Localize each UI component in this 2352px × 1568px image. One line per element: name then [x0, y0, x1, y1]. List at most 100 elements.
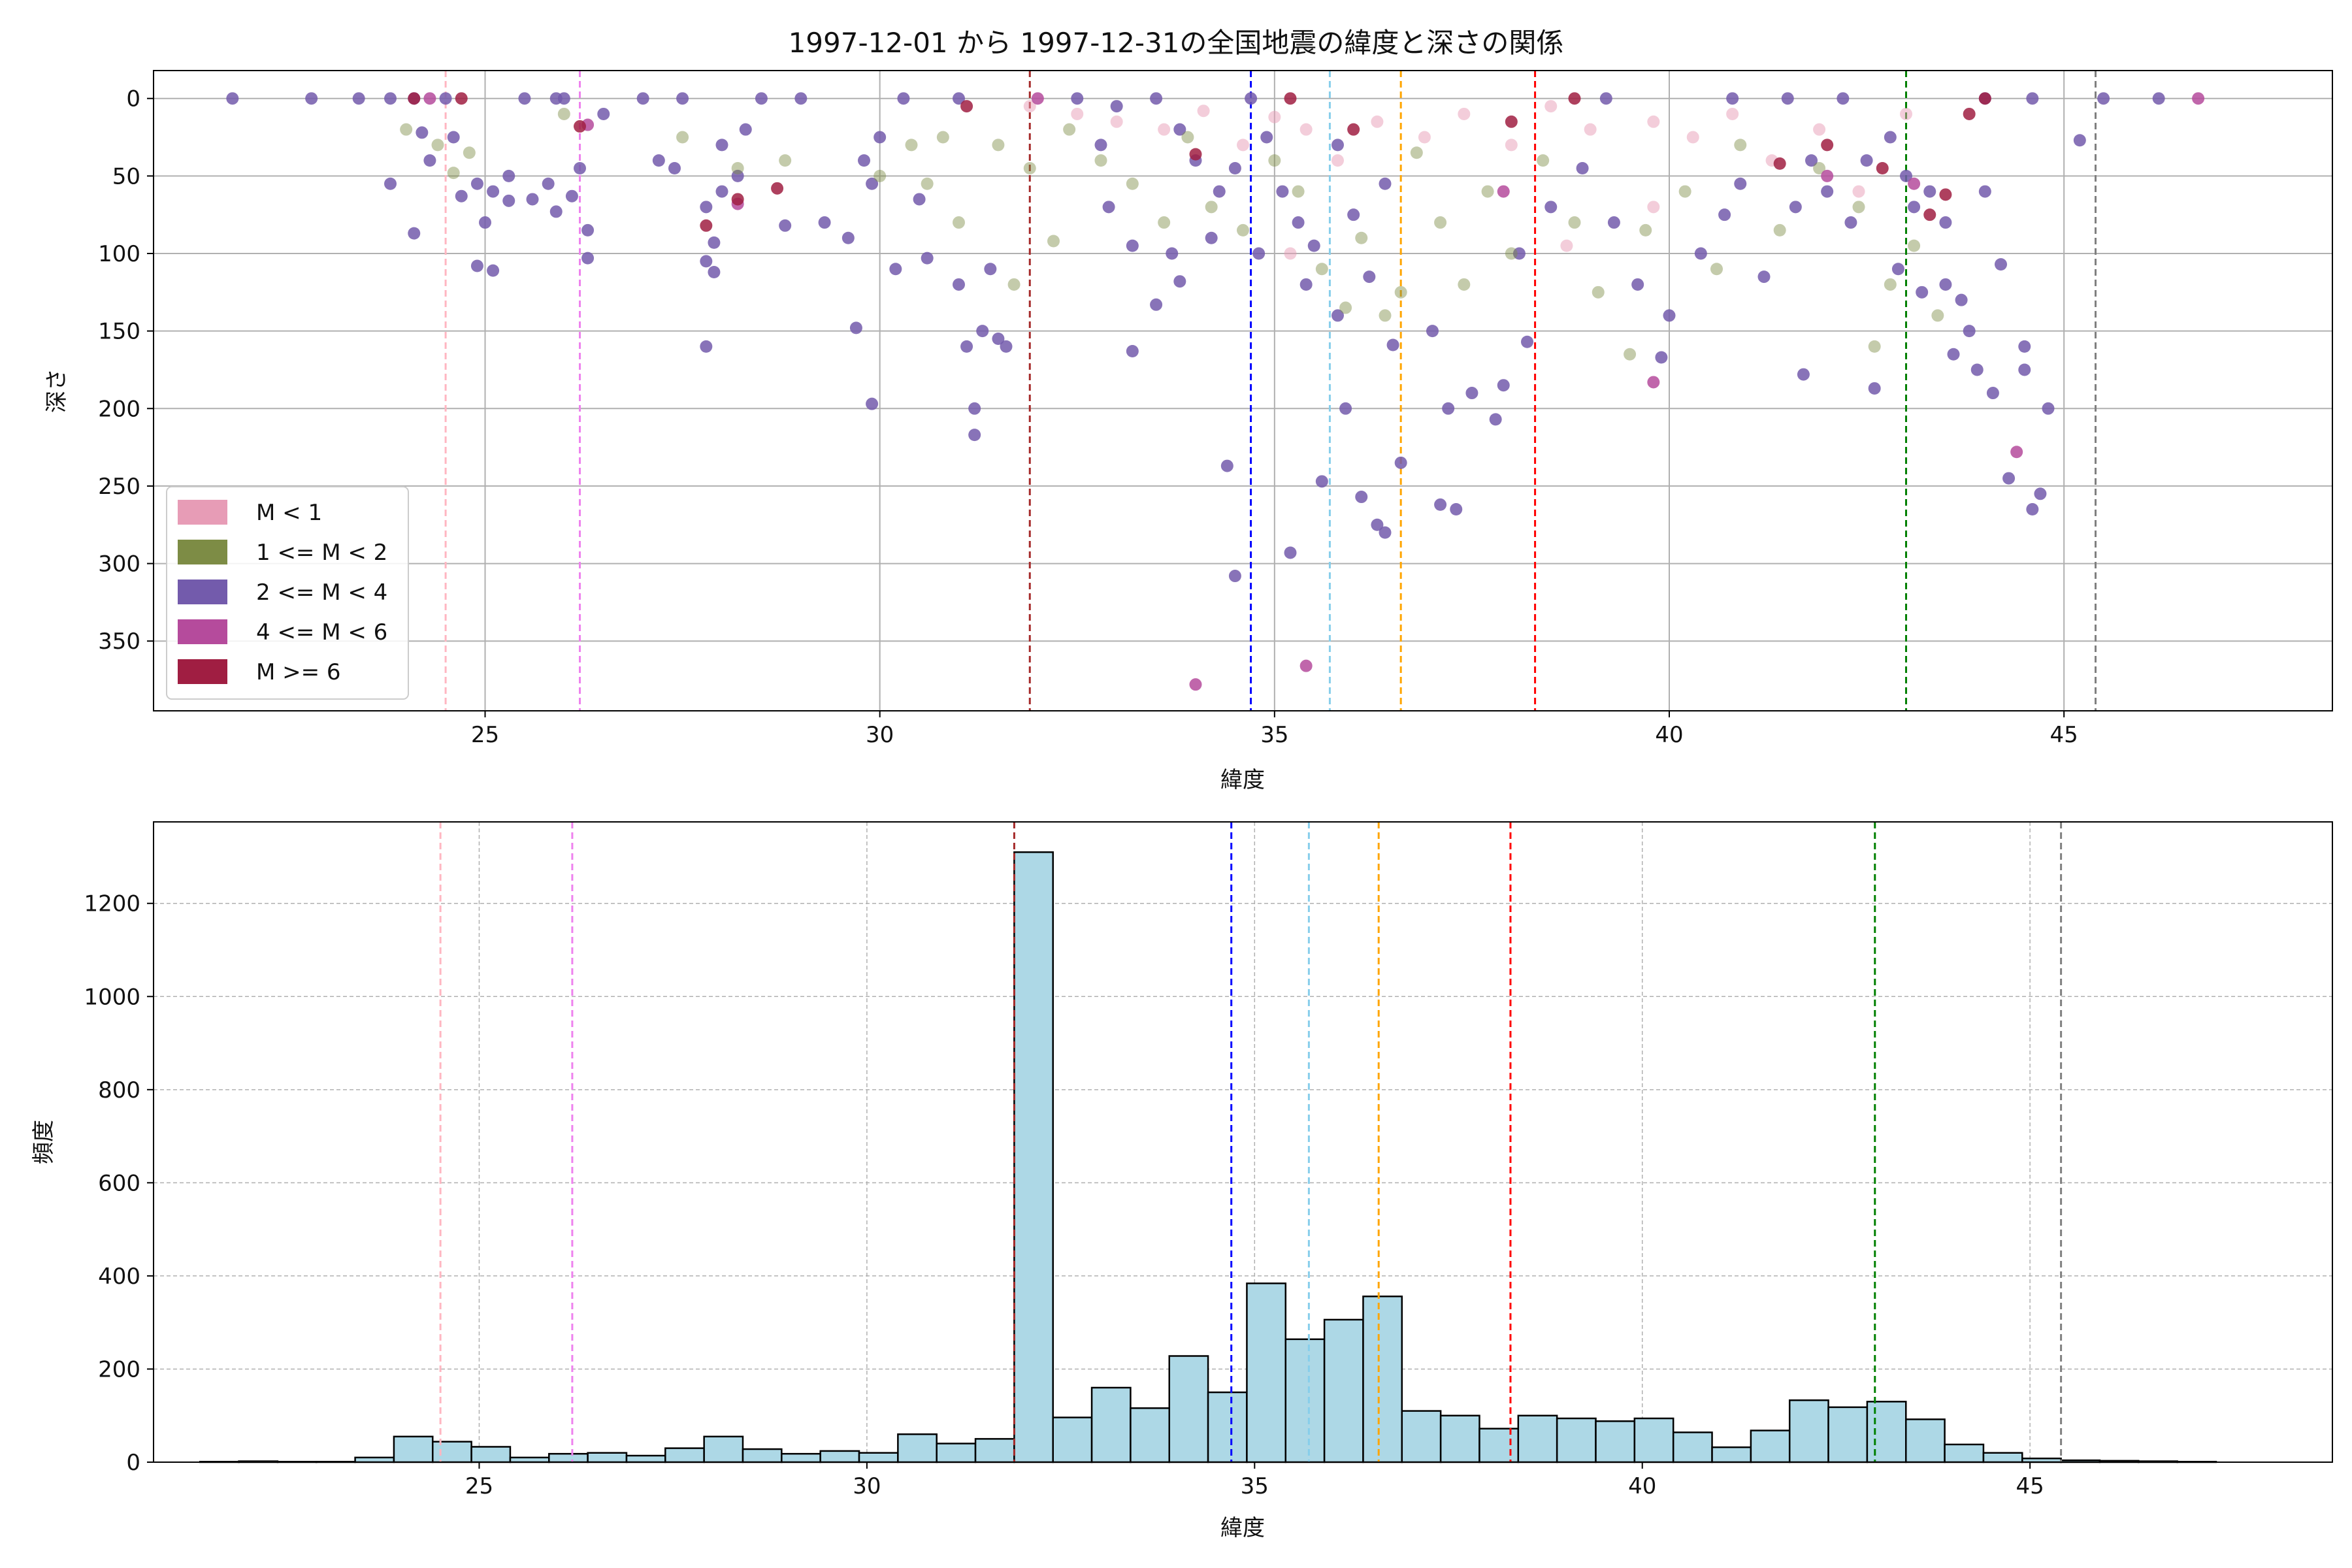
scatter-point [1939, 278, 1952, 291]
scatter-point [1181, 131, 1194, 144]
legend-label: 4 <= M < 6 [256, 619, 387, 645]
histogram-bar [1904, 1418, 1946, 1463]
scatter-point [1450, 503, 1463, 516]
scatter-point [1986, 387, 1999, 400]
scatter-point [1607, 216, 1620, 229]
scatter-point [897, 92, 910, 105]
scatter-point [1347, 208, 1360, 221]
scatter-point [518, 92, 531, 105]
scatter-point [1331, 154, 1344, 167]
histogram-x-tick-label: 35 [1241, 1473, 1269, 1499]
scatter-point [2002, 472, 2016, 485]
scatter-point [2018, 340, 2031, 353]
scatter-point [1884, 278, 1897, 291]
scatter-point [1710, 263, 1723, 276]
histogram-bar [1595, 1420, 1636, 1463]
scatter-point [502, 169, 515, 182]
scatter-point [2097, 92, 2110, 105]
scatter-point [1094, 139, 1107, 152]
histogram-bar [974, 1438, 1015, 1463]
scatter-point [936, 131, 949, 144]
scatter-point [226, 92, 239, 105]
scatter-point [1150, 92, 1163, 105]
scatter-point [731, 193, 744, 206]
scatter-y-tick-label: 200 [98, 396, 140, 422]
scatter-point [352, 92, 365, 105]
legend-swatch [178, 500, 227, 525]
scatter-point [1126, 344, 1139, 357]
scatter-point [1647, 115, 1660, 128]
scatter-point [2026, 92, 2039, 105]
scatter-point [1331, 139, 1344, 152]
scatter-point [526, 193, 539, 206]
scatter-point [408, 92, 421, 105]
histogram-y-tick-label: 200 [98, 1356, 140, 1382]
scatter-point [1426, 325, 1439, 338]
scatter-point [1560, 239, 1573, 252]
histogram-reference-lines [439, 822, 2063, 1462]
scatter-panel: 25 30 35 40 45 0 50 100 150 200 250 300 350 緯度 深さ M… [44, 70, 2333, 793]
scatter-point [1852, 201, 1865, 214]
scatter-point [581, 223, 595, 237]
scatter-point [1299, 123, 1313, 136]
scatter-point [1955, 293, 1968, 306]
scatter-point [1031, 92, 1044, 105]
histogram-bar [1013, 851, 1054, 1463]
scatter-point [439, 92, 452, 105]
scatter-x-tick-label: 30 [866, 722, 894, 748]
scatter-point [1505, 115, 1518, 128]
scatter-point [858, 154, 870, 167]
scatter-point [652, 154, 665, 167]
scatter-point [953, 278, 965, 291]
scatter-point [1166, 247, 1179, 260]
scatter-point [1284, 247, 1297, 260]
scatter-point [1047, 235, 1060, 248]
scatter-point [549, 92, 563, 105]
scatter-point [1568, 216, 1581, 229]
scatter-y-ticks: 0 50 100 150 200 250 300 350 [98, 86, 154, 655]
scatter-point [676, 131, 689, 144]
scatter-point [1497, 185, 1510, 198]
scatter-point [479, 216, 491, 229]
histogram-bar [703, 1435, 744, 1463]
histogram-bar [1517, 1414, 1558, 1463]
scatter-point [1386, 338, 1399, 351]
histogram-y-tick-label: 1000 [84, 984, 140, 1010]
scatter-point [1315, 263, 1328, 276]
scatter-point [455, 189, 468, 203]
scatter-point [1947, 348, 1960, 361]
scatter-point [1576, 161, 1589, 174]
scatter-point [1213, 185, 1226, 198]
legend-swatch [178, 580, 227, 604]
scatter-point [1355, 231, 1368, 244]
scatter-point [1434, 498, 1447, 511]
scatter-point [1150, 298, 1163, 311]
scatter-point [818, 216, 831, 229]
histogram-bar [1827, 1406, 1869, 1463]
scatter-point [1599, 92, 1612, 105]
scatter-point [1908, 239, 1921, 252]
scatter-point [431, 139, 444, 152]
scatter-point [2073, 134, 2086, 147]
scatter-point [1694, 247, 1707, 260]
scatter-point [1939, 188, 1952, 201]
scatter-x-tick-label: 45 [2050, 722, 2078, 748]
scatter-point [1489, 413, 1502, 426]
scatter-point [1789, 201, 1802, 214]
scatter-point [668, 161, 681, 174]
histogram-bar [1401, 1410, 1442, 1463]
histogram-x-tick-label: 25 [465, 1473, 493, 1499]
scatter-point [1237, 139, 1249, 152]
scatter-point [574, 161, 586, 174]
scatter-point [1315, 475, 1328, 488]
scatter-point [400, 123, 413, 136]
scatter-point [1379, 309, 1392, 322]
scatter-point [889, 263, 902, 276]
scatter-point [849, 321, 862, 335]
scatter-y-tick-label: 300 [98, 551, 140, 578]
scatter-y-tick-label: 50 [112, 163, 140, 189]
histogram-plot-area [154, 822, 2332, 1462]
scatter-point [1299, 659, 1313, 672]
scatter-point [992, 333, 1005, 346]
